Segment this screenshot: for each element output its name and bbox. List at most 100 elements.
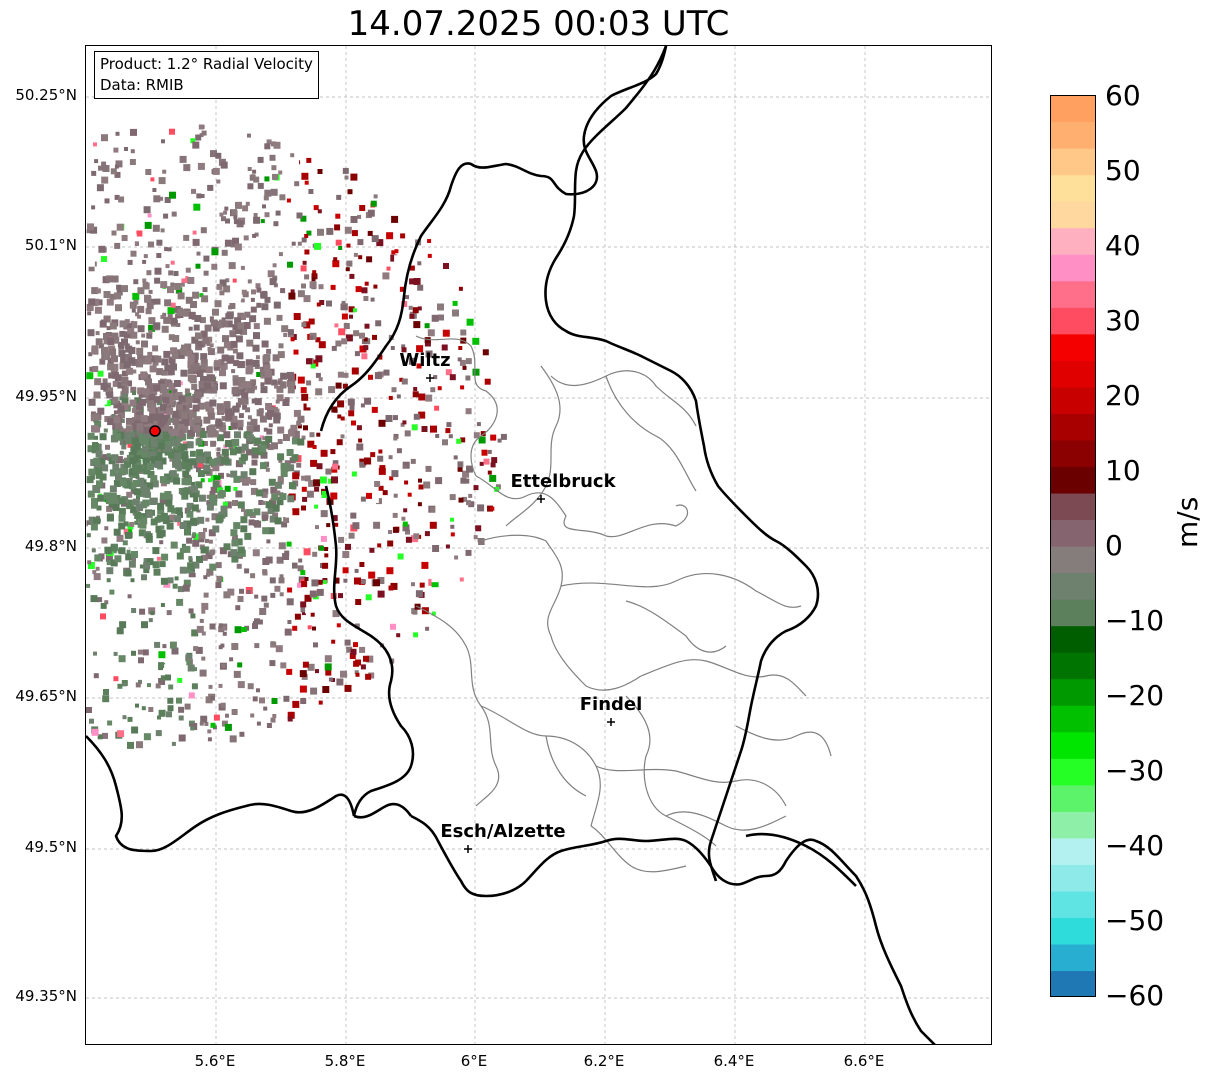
radar-pixel	[132, 292, 140, 300]
radar-pixel	[193, 646, 199, 652]
radar-pixel	[210, 319, 218, 327]
radar-pixel	[292, 625, 298, 631]
radar-pixel	[359, 345, 367, 353]
map-area[interactable]	[85, 45, 992, 1045]
radar-pixel	[293, 349, 299, 355]
radar-pixel	[185, 349, 192, 357]
radar-pixel	[87, 259, 95, 267]
radar-pixel	[320, 535, 327, 542]
gridlines	[86, 46, 991, 1044]
radar-pixel	[225, 413, 233, 421]
radar-pixel	[318, 377, 323, 382]
radar-pixel	[115, 160, 123, 168]
radar-pixel	[92, 366, 99, 372]
radar-pixel	[401, 344, 406, 349]
radar-pixel	[89, 718, 94, 724]
radar-pixel	[427, 239, 432, 243]
radar-pixel	[101, 256, 107, 262]
radar-pixel	[124, 343, 130, 349]
radar-pixel	[445, 544, 450, 549]
radar-pixel	[348, 410, 355, 417]
radar-pixel	[279, 574, 284, 579]
radar-pixel	[119, 450, 124, 455]
radar-pixel	[238, 377, 246, 384]
radar-pixel	[316, 302, 321, 307]
radar-pixel	[179, 547, 185, 553]
radar-pixel	[257, 156, 264, 163]
radar-pixel	[113, 528, 121, 536]
colorbar-band	[1050, 148, 1096, 176]
radar-pixel	[132, 391, 136, 396]
lat-tick: 50.25°N	[15, 86, 77, 104]
radar-pixel	[189, 450, 196, 457]
radar-pixel	[272, 512, 279, 519]
radar-pixel	[253, 216, 261, 224]
radar-pixel	[92, 485, 100, 492]
radar-pixel	[168, 382, 176, 390]
radar-pixel	[92, 570, 97, 575]
radar-pixel	[350, 648, 357, 655]
radar-pixel	[267, 409, 274, 417]
radar-pixel	[203, 575, 208, 580]
radar-pixel	[187, 361, 195, 368]
radar-pixel	[189, 490, 197, 498]
radar-pixel	[212, 308, 219, 316]
radar-pixel	[204, 402, 212, 410]
radar-pixel	[382, 490, 388, 496]
radar-pixel	[100, 613, 106, 620]
radar-pixel	[394, 249, 399, 254]
radar-pixel	[291, 437, 299, 445]
radar-pixel	[185, 296, 193, 304]
radar-pixel	[202, 441, 208, 446]
radar-pixel	[452, 309, 459, 317]
radar-pixel	[177, 677, 183, 683]
radar-pixel	[191, 683, 198, 690]
radar-pixel	[126, 499, 134, 507]
radar-pixel	[159, 561, 166, 568]
radar-pixel	[91, 501, 98, 509]
radar-pixel	[127, 741, 134, 749]
colorbar-band	[1050, 546, 1096, 574]
radar-pixel	[264, 176, 270, 182]
radar-pixel	[181, 276, 189, 284]
radar-pixel	[359, 332, 365, 339]
lon-tick: 5.8°E	[324, 1052, 366, 1070]
radar-pixel	[106, 326, 111, 331]
radar-pixel	[182, 487, 190, 495]
radar-pixel	[107, 338, 115, 346]
radar-pixel	[239, 588, 244, 594]
radar-pixel	[232, 405, 240, 413]
radar-pixel	[421, 426, 428, 432]
radar-pixel	[346, 260, 353, 267]
radar-pixel	[241, 507, 245, 512]
radar-pixel	[237, 596, 244, 602]
radar-pixel	[424, 323, 430, 329]
radar-pixel	[108, 372, 115, 379]
radar-pixel	[140, 539, 147, 546]
radar-pixel	[244, 381, 252, 389]
radar-pixel	[374, 481, 381, 487]
radar-pixel	[137, 305, 145, 313]
radar-pixel	[253, 508, 261, 516]
radar-pixel	[462, 365, 467, 370]
radar-pixel	[203, 464, 211, 472]
radar-pixel	[418, 478, 422, 483]
radar-pixel	[121, 386, 129, 394]
radar-pixel	[226, 330, 231, 335]
radar-pixel	[237, 681, 245, 689]
radar-pixel	[315, 388, 323, 396]
radar-pixel	[478, 436, 486, 444]
radar-pixel	[378, 467, 386, 475]
radar-pixel	[275, 210, 281, 216]
radar-pixel	[316, 588, 324, 596]
radar-pixel	[241, 289, 247, 295]
radar-pixel	[164, 473, 171, 481]
radar-pixel	[162, 312, 167, 317]
radar-pixel	[487, 449, 492, 454]
radar-pixel	[91, 205, 96, 210]
radar-pixel	[144, 295, 152, 303]
radar-pixel	[254, 232, 259, 237]
radar-pixel	[266, 539, 271, 544]
radar-pixel	[113, 410, 118, 415]
radar-pixel	[259, 697, 265, 704]
